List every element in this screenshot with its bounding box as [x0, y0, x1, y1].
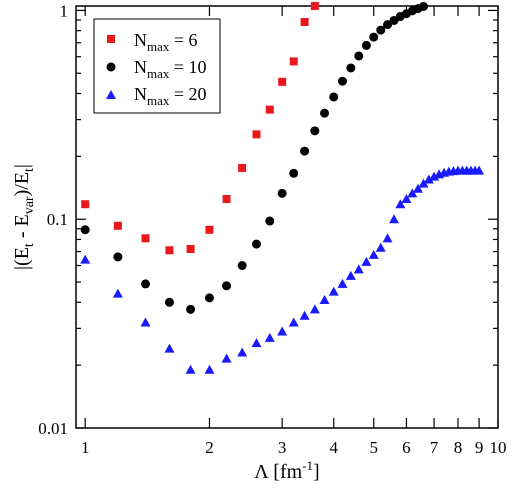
data-point-square	[113, 221, 122, 230]
legend-marker-circle	[106, 62, 116, 72]
x-tick-label: 9	[475, 438, 484, 457]
data-point-circle	[376, 25, 386, 35]
data-point-circle	[320, 108, 330, 118]
data-point-triangle	[185, 364, 196, 374]
data-point-triangle	[328, 286, 339, 296]
legend-entry-6: Nmax = 6	[134, 30, 198, 54]
data-point-triangle	[345, 270, 356, 280]
data-point-circle	[80, 225, 90, 235]
data-point-triangle	[401, 193, 412, 203]
data-point-triangle	[395, 199, 406, 209]
data-point-circle	[277, 188, 287, 198]
data-point-circle	[113, 252, 123, 262]
axis-tick-labels: 1 2 3 4 5 6 7 8 9 10 0.01 0.1 1	[38, 1, 506, 457]
data-point-square	[265, 105, 274, 114]
data-point-triangle	[164, 343, 175, 353]
data-point-square	[222, 194, 231, 203]
data-point-triangle	[264, 332, 275, 342]
data-point-circle	[222, 281, 232, 291]
data-point-triangle	[389, 214, 400, 224]
data-point-triangle	[112, 288, 123, 298]
data-point-square	[238, 163, 247, 172]
data-point-triangle	[418, 178, 429, 188]
data-point-circle	[141, 279, 151, 289]
data-point-triangle	[309, 304, 320, 314]
data-point-triangle	[368, 249, 379, 259]
x-tick-label: 4	[329, 438, 338, 457]
data-point-triangle	[80, 254, 91, 264]
data-point-square	[205, 225, 214, 234]
legend-marker-square	[107, 35, 115, 43]
data-point-circle	[300, 146, 310, 156]
axis-ticks	[76, 6, 499, 429]
data-point-circle	[369, 32, 379, 42]
data-point-circle	[337, 76, 347, 86]
data-point-circle	[383, 20, 393, 30]
data-point-triangle	[423, 174, 434, 184]
data-point-square	[81, 200, 90, 209]
data-point-circle	[346, 63, 356, 73]
data-point-triangle	[204, 364, 215, 374]
y-tick-label: 0.1	[47, 210, 68, 229]
data-point-triangle	[375, 242, 386, 252]
x-tick-label: 3	[278, 438, 287, 457]
data-point-triangle	[337, 278, 348, 288]
data-point-triangle	[412, 183, 423, 193]
data-point-triangle	[299, 310, 310, 320]
data-point-circle	[164, 297, 174, 307]
data-point-triangle	[237, 347, 248, 357]
legend-entry-10: Nmax = 10	[134, 57, 207, 81]
plot-frame	[75, 5, 499, 429]
data-point-triangle	[474, 165, 485, 175]
data-point-square	[186, 244, 195, 253]
legend: Nmax = 6 Nmax = 10 Nmax = 20	[93, 18, 221, 114]
data-point-circle	[329, 92, 339, 102]
data-point-square	[278, 77, 287, 86]
x-tick-label: 8	[454, 438, 463, 457]
y-tick-label: 1	[60, 1, 69, 20]
data-point-triangle	[319, 295, 330, 305]
data-point-triangle	[382, 233, 393, 243]
x-tick-label: 7	[430, 438, 439, 457]
data-point-circle	[186, 304, 196, 314]
data-point-circle	[289, 168, 299, 178]
data-point-triangle	[221, 353, 232, 363]
data-point-circle	[354, 51, 364, 61]
data-point-circle	[361, 40, 371, 50]
x-tick-label: 5	[369, 438, 378, 457]
x-tick-label: 6	[402, 438, 411, 457]
data-point-circle	[204, 293, 214, 303]
data-point-triangle	[407, 188, 418, 198]
data-point-triangle	[277, 326, 288, 336]
x-tick-label: 2	[205, 438, 214, 457]
data-point-triangle	[361, 256, 372, 266]
legend-marker-triangle	[106, 90, 116, 99]
data-point-circle	[310, 126, 320, 136]
data-point-square	[310, 2, 319, 10]
data-point-circle	[251, 239, 261, 249]
data-point-circle	[265, 216, 275, 226]
data-point-triangle	[353, 264, 364, 274]
x-tick-label: 10	[490, 438, 507, 457]
y-axis-label: |(Et - Evar)/Et|	[11, 164, 37, 270]
legend-entry-20: Nmax = 20	[134, 84, 207, 108]
data-point-triangle	[140, 317, 151, 327]
x-axis-label: Λ [fm-1]	[254, 458, 319, 483]
data-point-square	[165, 246, 174, 255]
data-point-square	[300, 18, 309, 27]
data-point-triangle	[288, 317, 299, 327]
data-point-triangle	[251, 338, 262, 348]
data-point-square	[252, 130, 261, 139]
data-point-square	[141, 234, 150, 243]
x-tick-label: 1	[81, 438, 90, 457]
data-point-circle	[419, 1, 429, 11]
data-point-square	[289, 57, 298, 66]
y-tick-label: 0.01	[38, 419, 68, 438]
data-points	[80, 1, 485, 374]
data-point-circle	[237, 261, 247, 271]
